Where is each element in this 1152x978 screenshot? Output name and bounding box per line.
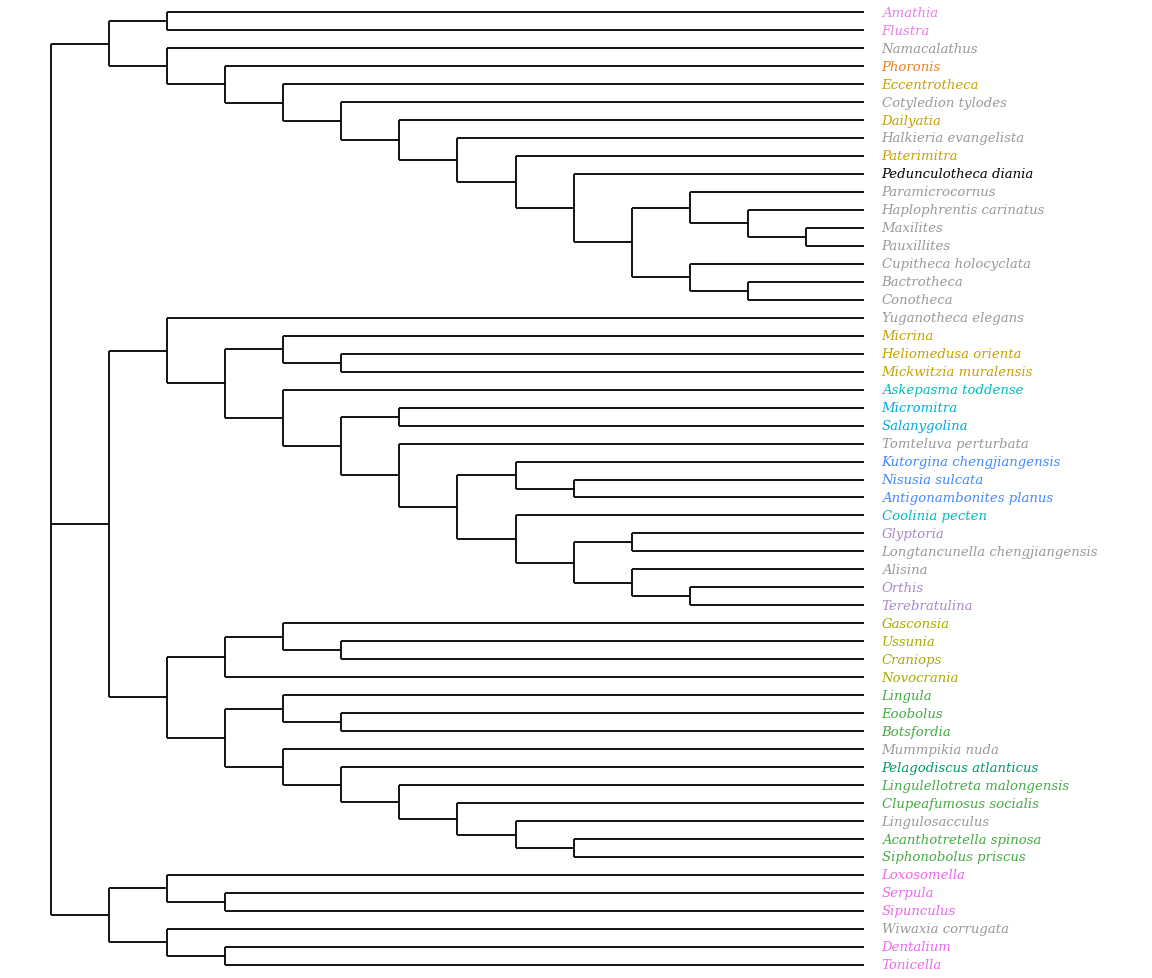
Text: Dailyatia: Dailyatia <box>881 114 941 127</box>
Text: Cotyledion tylodes: Cotyledion tylodes <box>881 97 1007 110</box>
Text: Conotheca: Conotheca <box>881 294 953 307</box>
Text: Yuganotheca elegans: Yuganotheca elegans <box>881 312 1023 325</box>
Text: Eccentrotheca: Eccentrotheca <box>881 78 979 92</box>
Text: Loxosomella: Loxosomella <box>881 868 965 881</box>
Text: Clupeafumosus socialis: Clupeafumosus socialis <box>881 797 1038 810</box>
Text: Glyptoria: Glyptoria <box>881 527 945 541</box>
Text: Alisina: Alisina <box>881 563 927 576</box>
Text: Amathia: Amathia <box>881 7 938 20</box>
Text: Askepasma toddense: Askepasma toddense <box>881 383 1023 397</box>
Text: Cupitheca holocyclata: Cupitheca holocyclata <box>881 258 1031 271</box>
Text: Dentalium: Dentalium <box>881 941 952 954</box>
Text: Sipunculus: Sipunculus <box>881 905 956 917</box>
Text: Gasconsia: Gasconsia <box>881 617 949 630</box>
Text: Phoronis: Phoronis <box>881 61 941 73</box>
Text: Orthis: Orthis <box>881 581 924 595</box>
Text: Kutorgina chengjiangensis: Kutorgina chengjiangensis <box>881 456 1061 468</box>
Text: Flustra: Flustra <box>881 24 930 37</box>
Text: Antigonambonites planus: Antigonambonites planus <box>881 492 1053 505</box>
Text: Nisusia sulcata: Nisusia sulcata <box>881 473 984 486</box>
Text: Pedunculotheca diania: Pedunculotheca diania <box>881 168 1033 181</box>
Text: Bactrotheca: Bactrotheca <box>881 276 963 289</box>
Text: Pelagodiscus atlanticus: Pelagodiscus atlanticus <box>881 761 1039 774</box>
Text: Serpula: Serpula <box>881 886 934 900</box>
Text: Halkieria evangelista: Halkieria evangelista <box>881 132 1024 146</box>
Text: Siphonobolus priscus: Siphonobolus priscus <box>881 851 1025 864</box>
Text: Micrina: Micrina <box>881 330 934 343</box>
Text: Lingulosacculus: Lingulosacculus <box>881 815 990 827</box>
Text: Coolinia pecten: Coolinia pecten <box>881 510 986 522</box>
Text: Longtancunella chengjiangensis: Longtancunella chengjiangensis <box>881 546 1098 558</box>
Text: Lingulellotreta malongensis: Lingulellotreta malongensis <box>881 778 1070 792</box>
Text: Haplophrentis carinatus: Haplophrentis carinatus <box>881 204 1045 217</box>
Text: Heliomedusa orienta: Heliomedusa orienta <box>881 348 1022 361</box>
Text: Paramicrocornus: Paramicrocornus <box>881 186 996 200</box>
Text: Wiwaxia corrugata: Wiwaxia corrugata <box>881 922 1008 935</box>
Text: Paterimitra: Paterimitra <box>881 151 958 163</box>
Text: Mummpikia nuda: Mummpikia nuda <box>881 743 1000 756</box>
Text: Mickwitzia muralensis: Mickwitzia muralensis <box>881 366 1033 378</box>
Text: Micromitra: Micromitra <box>881 402 957 415</box>
Text: Craniops: Craniops <box>881 653 942 666</box>
Text: Novocrania: Novocrania <box>881 671 958 684</box>
Text: Tomteluva perturbata: Tomteluva perturbata <box>881 437 1029 451</box>
Text: Tonicella: Tonicella <box>881 958 942 971</box>
Text: Lingula: Lingula <box>881 689 932 702</box>
Text: Pauxillites: Pauxillites <box>881 240 950 253</box>
Text: Acanthotretella spinosa: Acanthotretella spinosa <box>881 832 1041 846</box>
Text: Ussunia: Ussunia <box>881 635 935 648</box>
Text: Botsfordia: Botsfordia <box>881 725 952 738</box>
Text: Salanygolina: Salanygolina <box>881 420 968 432</box>
Text: Terebratulina: Terebratulina <box>881 600 973 612</box>
Text: Maxilites: Maxilites <box>881 222 943 235</box>
Text: Eoobolus: Eoobolus <box>881 707 943 720</box>
Text: Namacalathus: Namacalathus <box>881 43 978 56</box>
